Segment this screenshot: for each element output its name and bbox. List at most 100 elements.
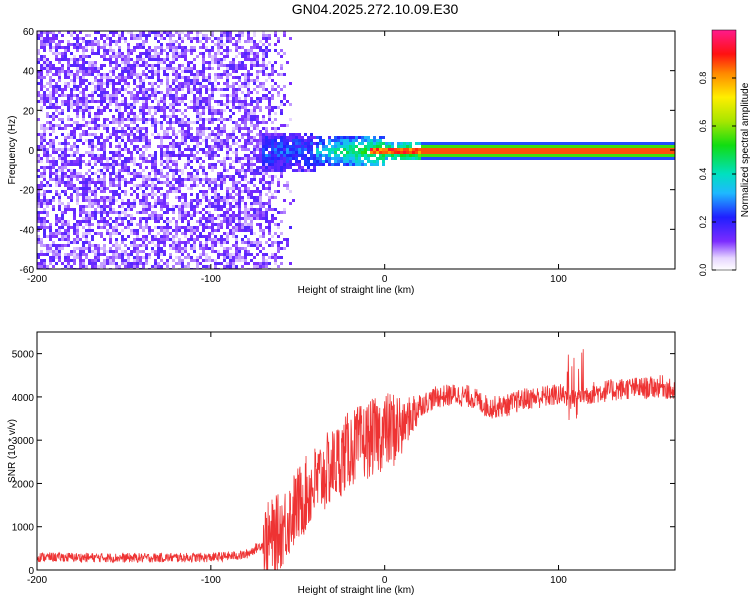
spectrogram-cell (49, 43, 52, 46)
spectrogram-cell (97, 82, 100, 85)
spectrogram-cell (49, 82, 52, 85)
spectrogram-cell (94, 70, 97, 73)
spectrogram-cell (229, 166, 232, 169)
spectrogram-cell (325, 157, 328, 160)
spectrogram-cell (133, 262, 136, 265)
spectrogram-cell (271, 151, 274, 154)
spectrogram-cell (109, 157, 112, 160)
spectrogram-cell (220, 241, 223, 244)
spectrogram-cell (178, 250, 181, 253)
spectrogram-cell (244, 112, 247, 115)
spectrogram-cell (112, 151, 115, 154)
spectrogram-cell (73, 172, 76, 175)
spectrogram-cell (130, 118, 133, 121)
spectrogram-cell (85, 124, 88, 127)
spectrogram-cell (70, 196, 73, 199)
spectrogram-cell (241, 178, 244, 181)
spectrogram-cell (193, 157, 196, 160)
spectrogram-cell (124, 265, 127, 268)
spectrogram-cell (76, 175, 79, 178)
spectrogram-cell (436, 151, 439, 154)
spectrogram-cell (226, 262, 229, 265)
spectrogram-cell (109, 43, 112, 46)
spectrogram-cell (529, 157, 532, 160)
spectrogram-cell (97, 226, 100, 229)
spectrogram-cell (190, 37, 193, 40)
spectrogram-cell (82, 181, 85, 184)
spectrogram-cell (577, 157, 580, 160)
spectrogram-cell (550, 151, 553, 154)
spectrogram-cell (217, 124, 220, 127)
spectrogram-cell (313, 163, 316, 166)
spectrogram-cell (79, 139, 82, 142)
spectrogram-cell (91, 73, 94, 76)
spectrogram-cell (439, 145, 442, 148)
spectrogram-cell (661, 148, 664, 151)
spectrogram-cell (541, 148, 544, 151)
spectrogram-cell (232, 97, 235, 100)
spectrogram-cell (40, 76, 43, 79)
spectrogram-cell (166, 232, 169, 235)
spectrogram-cell (595, 154, 598, 157)
spectrogram-cell (142, 265, 145, 268)
spectrogram-cell (334, 136, 337, 139)
spectrogram-cell (202, 103, 205, 106)
spectrogram-cell (271, 214, 274, 217)
spectrogram-cell (76, 196, 79, 199)
spectrogram-cell (130, 250, 133, 253)
spectrogram-cell (349, 145, 352, 148)
spectrogram-cell (46, 154, 49, 157)
spectrogram-cell (73, 145, 76, 148)
spectrogram-cell (175, 235, 178, 238)
spectrogram-cell (142, 88, 145, 91)
spectrogram-cell (184, 55, 187, 58)
spectrogram-cell (592, 145, 595, 148)
spectrogram-cell (85, 40, 88, 43)
spectrogram-cell (145, 256, 148, 259)
spectrogram-cell (163, 31, 166, 34)
spectrogram-cell (211, 130, 214, 133)
spectrogram-cell (172, 34, 175, 37)
spectrogram-cell (91, 229, 94, 232)
spectrogram-cell (73, 121, 76, 124)
spectrogram-cell (397, 154, 400, 157)
spectrogram-cell (658, 151, 661, 154)
spectrogram-cell (316, 154, 319, 157)
spectrogram-cell (100, 199, 103, 202)
spectrogram-cell (67, 61, 70, 64)
spectrogram-cell (232, 43, 235, 46)
spectrogram-cell (661, 154, 664, 157)
spectrogram-cell (148, 34, 151, 37)
spectrogram-cell (235, 136, 238, 139)
spectrogram-cell (166, 145, 169, 148)
spectrogram-cell (253, 211, 256, 214)
spectrogram-cell (127, 70, 130, 73)
spectrogram-cell (664, 142, 667, 145)
spectrogram-cell (232, 127, 235, 130)
spectrogram-cell (172, 238, 175, 241)
spectrogram-cell (37, 241, 40, 244)
spectrogram-cell (286, 151, 289, 154)
spectrogram-cell (592, 157, 595, 160)
spectrogram-cell (82, 91, 85, 94)
spectrogram-cell (106, 130, 109, 133)
spectrogram-cell (109, 208, 112, 211)
spectrogram-cell (235, 76, 238, 79)
spectrogram-cell (121, 241, 124, 244)
spectrogram-cell (217, 196, 220, 199)
spectrogram-cell (463, 151, 466, 154)
spectrogram-cell (127, 181, 130, 184)
spectrogram-cell (199, 256, 202, 259)
spectrogram-cell (208, 187, 211, 190)
spectrogram-cell (289, 136, 292, 139)
spectrogram-cell (187, 238, 190, 241)
spectrogram-cell (214, 244, 217, 247)
spectrogram-cell (505, 142, 508, 145)
spectrogram-cell (145, 211, 148, 214)
spectrogram-cell (130, 217, 133, 220)
spectrogram-cell (82, 79, 85, 82)
spectrogram-cell (55, 85, 58, 88)
spectrogram-cell (331, 139, 334, 142)
spectrogram-cell (238, 259, 241, 262)
spectrogram-cell (226, 133, 229, 136)
